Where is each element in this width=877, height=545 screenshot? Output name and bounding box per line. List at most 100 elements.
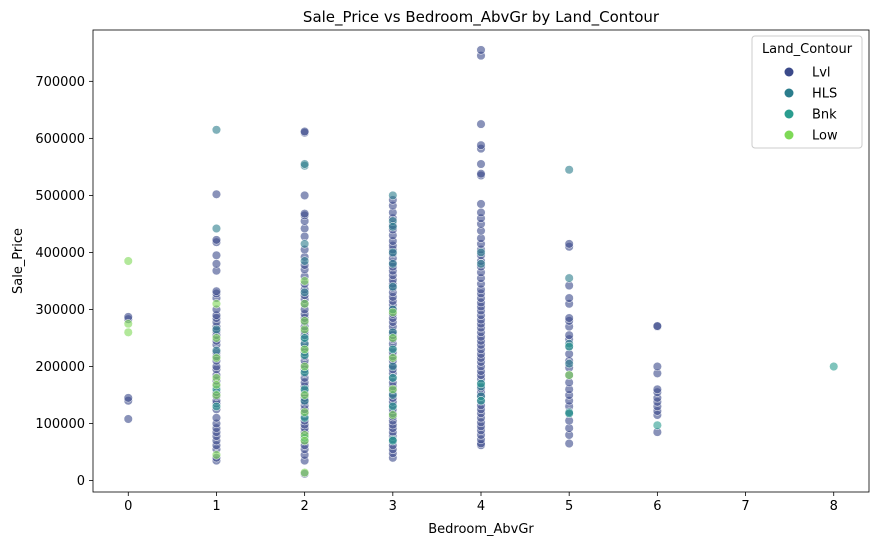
data-point — [300, 299, 310, 309]
data-point — [211, 401, 221, 411]
x-tick-label: 8 — [830, 499, 838, 514]
y-tick-label: 100000 — [35, 417, 85, 432]
data-point — [388, 222, 398, 232]
y-tick-label: 500000 — [35, 189, 85, 204]
data-point — [476, 247, 486, 257]
data-point — [476, 207, 486, 218]
data-point — [300, 324, 310, 334]
legend-label: Low — [812, 129, 838, 144]
x-tick-label: 2 — [300, 499, 308, 514]
data-point — [300, 287, 310, 297]
data-point — [300, 333, 310, 343]
data-point — [300, 190, 310, 200]
data-point — [300, 209, 310, 219]
y-tick-label: 300000 — [35, 303, 85, 318]
data-point — [211, 125, 221, 135]
data-point — [211, 259, 221, 269]
y-tick-label: 400000 — [35, 246, 85, 261]
data-point — [300, 468, 310, 478]
y-tick-label: 600000 — [35, 132, 85, 147]
data-point — [300, 316, 310, 326]
data-point — [388, 247, 398, 257]
legend-label: Lvl — [812, 66, 831, 81]
data-point — [300, 256, 310, 266]
data-point — [211, 413, 221, 423]
data-point — [211, 286, 221, 296]
x-tick-label: 6 — [653, 499, 661, 514]
data-point — [388, 410, 398, 420]
data-point — [564, 342, 574, 352]
y-axis-label: Sale_Price — [11, 228, 26, 294]
data-point — [211, 380, 221, 390]
data-point — [300, 239, 310, 249]
data-point — [652, 361, 662, 372]
data-point — [564, 239, 574, 249]
data-point — [564, 438, 574, 449]
data-point — [211, 324, 221, 334]
data-point — [564, 273, 574, 283]
data-point — [123, 256, 133, 266]
legend-title: Land_Contour — [762, 42, 853, 57]
data-point — [476, 159, 486, 169]
legend-items: Lvl HLS Bnk Low — [784, 66, 838, 144]
chart-title: Sale_Price vs Bedroom_AbvGr by Land_Cont… — [303, 8, 660, 27]
data-point — [123, 414, 133, 424]
data-point — [211, 235, 221, 245]
x-axis-label: Bedroom_AbvGr — [428, 522, 534, 537]
data-point — [564, 165, 574, 175]
x-tick-label: 3 — [389, 499, 397, 514]
data-point — [476, 199, 486, 209]
x-tick-label: 7 — [741, 499, 749, 514]
data-point — [211, 250, 221, 260]
data-point — [388, 436, 398, 446]
data-point — [211, 299, 221, 309]
data-point — [388, 373, 398, 383]
x-axis: 0 1 2 3 4 5 6 7 8 — [124, 492, 838, 514]
data-point — [564, 330, 574, 340]
data-point — [300, 126, 310, 137]
data-point — [300, 159, 310, 169]
data-point — [388, 282, 398, 292]
y-tick-label: 0 — [77, 474, 85, 489]
data-point — [123, 393, 133, 403]
data-point — [829, 361, 839, 372]
legend-marker — [784, 88, 794, 98]
data-point — [388, 361, 398, 372]
data-point — [564, 370, 574, 380]
data-point — [123, 327, 133, 337]
data-point — [300, 276, 310, 286]
data-point — [123, 319, 133, 329]
data-point — [300, 390, 310, 400]
x-tick-label: 5 — [565, 499, 573, 514]
legend-marker — [784, 67, 794, 77]
legend-box — [751, 35, 863, 149]
data-point — [388, 190, 398, 200]
points-layer — [123, 45, 839, 479]
data-point — [476, 119, 486, 129]
data-point — [300, 407, 310, 417]
y-axis: 0 100000 200000 300000 400000 500000 600000 700… — [35, 75, 93, 489]
data-point — [388, 344, 398, 354]
legend: Land_Contour Lvl HLS Bnk Low — [751, 35, 863, 149]
data-point — [476, 140, 486, 150]
data-point — [652, 321, 662, 331]
data-point — [564, 359, 574, 369]
data-point — [388, 259, 398, 269]
data-point — [564, 313, 574, 323]
data-point — [211, 189, 221, 199]
data-point — [388, 307, 398, 317]
legend-marker — [784, 109, 794, 119]
data-point — [388, 384, 398, 394]
data-point — [388, 353, 398, 363]
data-point — [564, 293, 574, 303]
legend-label: Bnk — [812, 108, 837, 123]
data-point — [476, 396, 486, 406]
data-point — [211, 223, 221, 234]
legend-label: HLS — [812, 87, 837, 102]
data-point — [211, 390, 221, 400]
y-tick-label: 200000 — [35, 360, 85, 375]
data-point — [211, 333, 221, 343]
data-point — [211, 353, 221, 363]
x-tick-label: 4 — [477, 499, 485, 514]
legend-marker — [784, 130, 794, 140]
